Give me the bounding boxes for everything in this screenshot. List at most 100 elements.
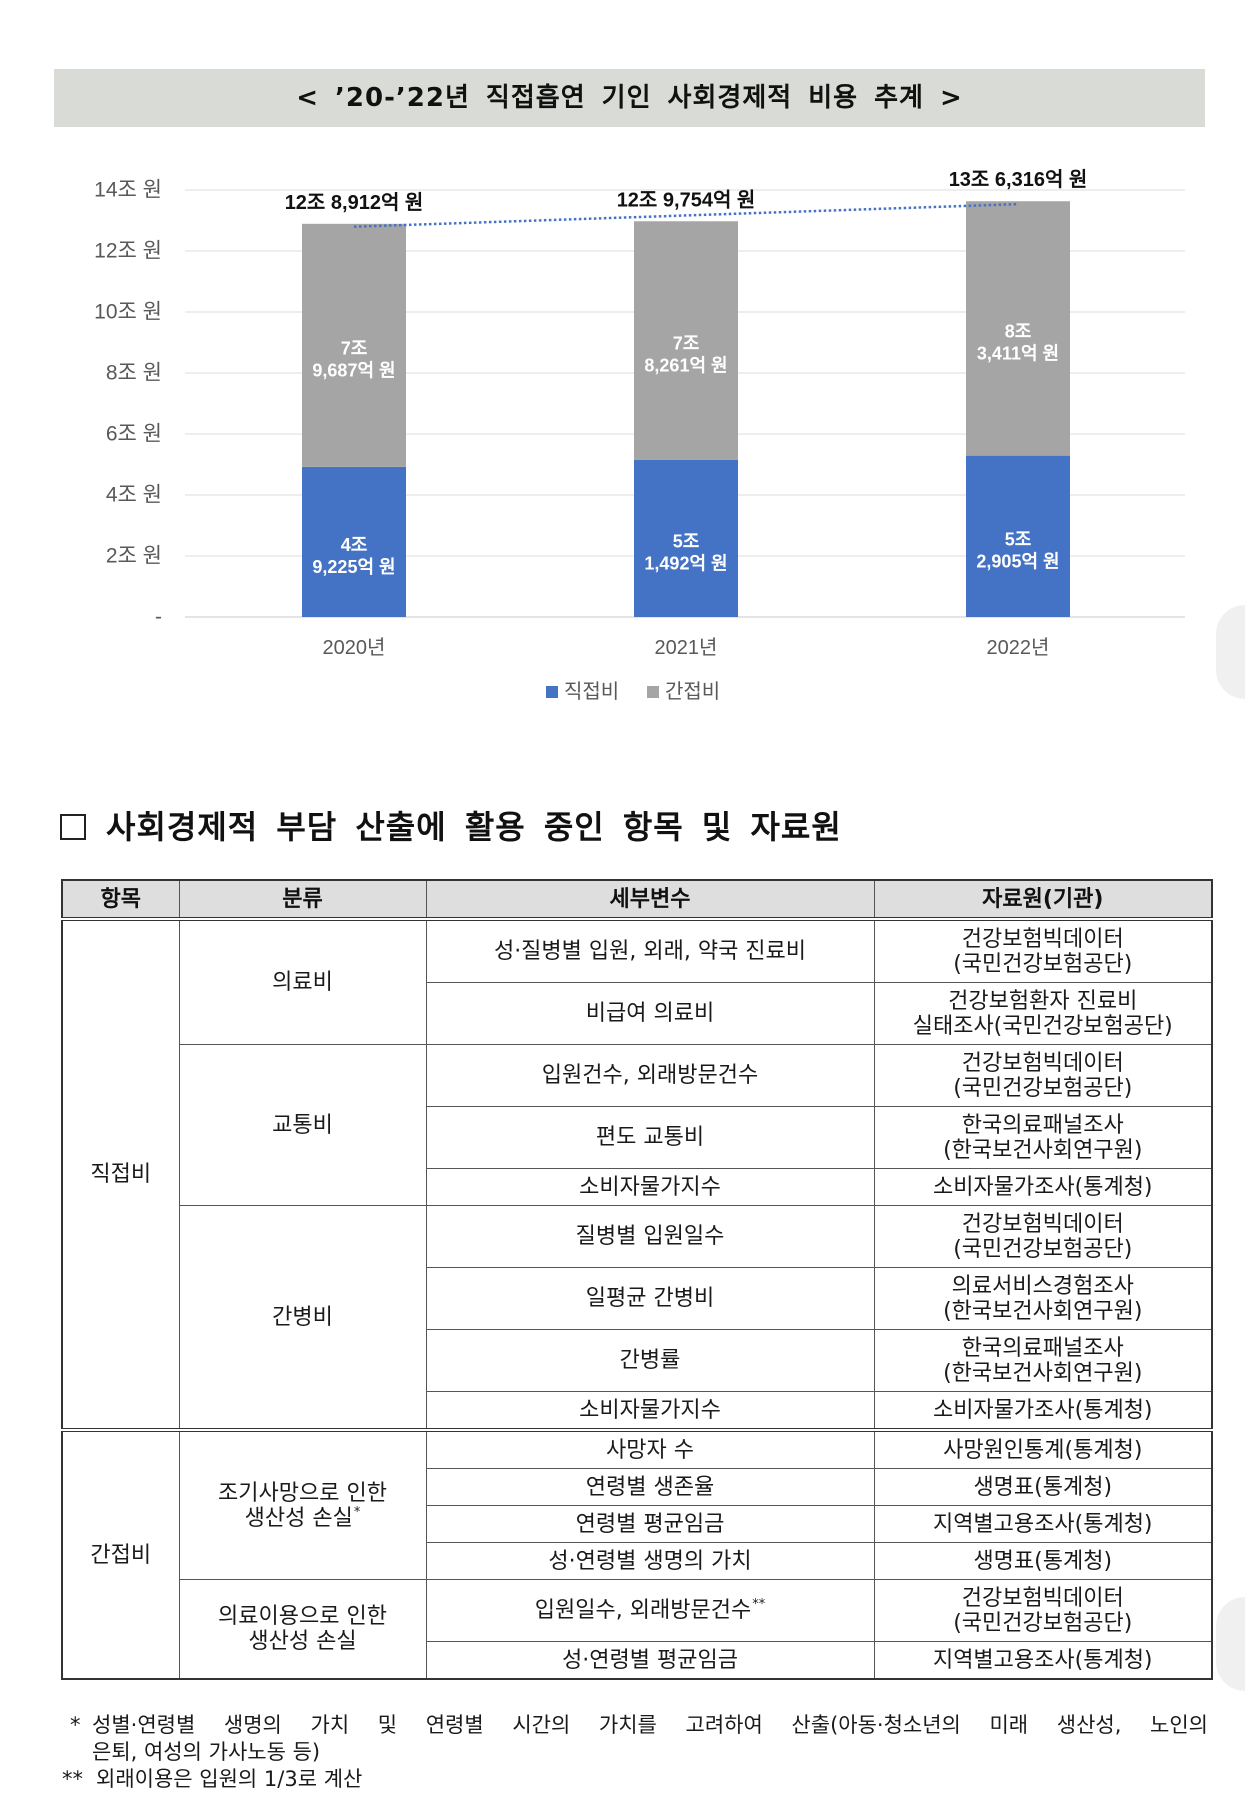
variable-cell: 질병별 입원일수 [425, 1205, 875, 1268]
source-line: 건강보험빅데이터 [961, 926, 1124, 952]
footnote-mark: ** [62, 1767, 83, 1791]
item-label: 간접비 [90, 1542, 152, 1568]
source-line: 지역별고용조사(통계청) [932, 1511, 1153, 1537]
bar-data-label: 5조 [673, 531, 700, 551]
x-axis-label: 2021년 [655, 636, 718, 659]
category-cell: 교통비 [178, 1044, 427, 1206]
source-cell: 건강보험빅데이터 (국민건강보험공단) [873, 1205, 1213, 1268]
category-label: 생산성 손실* [186, 1504, 420, 1531]
source-line: 한국의료패널조사 [961, 1335, 1124, 1361]
footnote-text: 성별·연령별 생명의 가치 및 연령별 시간의 가치를 고려하여 산출(아동·청… [92, 1713, 1208, 1737]
variable-cell: 소비자물가지수 [425, 1391, 875, 1431]
item-label: 직접비 [90, 1162, 152, 1187]
category-label: 조기사망으로 인한 [218, 1480, 387, 1506]
bar-data-label: 7조 [341, 338, 368, 358]
y-tick-label: - [155, 606, 162, 629]
y-tick-label: 10조 원 [94, 301, 162, 324]
bar-segment [634, 221, 738, 460]
header-source: 자료원(기관) [873, 879, 1213, 921]
category-label: 의료이용으로 인한 [218, 1604, 387, 1629]
source-line: (한국보건사회연구원) [943, 1137, 1143, 1163]
source-cell: 건강보험환자 진료비 실태조사(국민건강보험공단) [873, 982, 1213, 1045]
variable-cell: 사망자 수 [425, 1428, 875, 1469]
item-cell-indirect: 간접비 [61, 1428, 180, 1680]
x-axis-label: 2020년 [323, 636, 386, 659]
source-cell: 소비자물가조사(통계청) [873, 1391, 1213, 1431]
data-source-table: 항목 분류 세부변수 자료원(기관) 직접비 의료비 성·질병별 입원, 외래,… [61, 879, 1213, 1680]
source-line: (한국보건사회연구원) [943, 1360, 1143, 1386]
variable-cell: 편도 교통비 [425, 1106, 875, 1169]
bar-segment [302, 223, 406, 467]
variable-cell: 비급여 의료비 [425, 982, 875, 1045]
bar-segment [966, 201, 1070, 456]
source-line: 건강보험빅데이터 [961, 1211, 1124, 1237]
bar-data-label: 9,687억 원 [312, 360, 395, 380]
header-variable: 세부변수 [425, 879, 875, 921]
source-cell: 사망원인통계(통계청) [873, 1428, 1213, 1469]
source-cell: 소비자물가조사(통계청) [873, 1168, 1213, 1206]
table-row: 편도 교통비 한국의료패널조사 (한국보건사회연구원) [62, 1106, 1213, 1169]
source-line: 생명표(통계청) [973, 1548, 1113, 1574]
variable-cell: 소비자물가지수 [425, 1168, 875, 1206]
trend-line [353, 202, 1019, 228]
source-line: 사망원인통계(통계청) [943, 1437, 1143, 1463]
source-line: 지역별고용조사(통계청) [932, 1647, 1153, 1673]
section-title: 사회경제적 부담 산출에 활용 중인 항목 및 자료원 [106, 808, 842, 846]
edge-handle-shape [1216, 1597, 1245, 1691]
legend-label: 간접비 [665, 680, 720, 703]
table-row: 성·연령별 평균임금 지역별고용조사(통계청) [62, 1641, 1213, 1680]
footnote-mark: * [70, 1713, 81, 1737]
footnote-2: ** 외래이용은 입원의 1/3로 계산 [0, 1766, 1245, 1793]
y-tick-label: 8조 원 [106, 362, 162, 385]
source-cell: 지역별고용조사(통계청) [873, 1505, 1213, 1543]
legend-swatch [647, 686, 659, 698]
table-row: 의료이용으로 인한 생산성 손실 입원일수, 외래방문건수** 건강보험빅데이터(… [62, 1579, 1213, 1680]
source-line: 한국의료패널조사 [961, 1112, 1124, 1138]
bar-data-label: 4조 [341, 535, 368, 555]
source-line: 건강보험빅데이터 [961, 1585, 1124, 1611]
category-label: 간병비 [272, 1304, 333, 1330]
square-bullet-icon [60, 814, 86, 840]
source-line: 소비자물가조사(통계청) [932, 1397, 1153, 1423]
variable-cell: 입원건수, 외래방문건수 [425, 1044, 875, 1107]
source-line: (국민건강보험공단) [953, 951, 1133, 977]
header-item: 항목 [61, 879, 180, 921]
total-label: 12조 9,754억 원 [617, 188, 756, 211]
category-cell: 조기사망으로 인한 생산성 손실* [178, 1428, 427, 1580]
source-line: (국민건강보험공단) [953, 1610, 1133, 1636]
total-label: 13조 6,316억 원 [949, 168, 1088, 191]
source-cell: 지역별고용조사(통계청) [873, 1641, 1213, 1680]
bar-segment [966, 455, 1070, 617]
variable-cell: 일평균 간병비 [425, 1267, 875, 1330]
category-cell: 의료비 [178, 918, 427, 1045]
bar-data-label: 2,905억 원 [976, 551, 1059, 571]
source-cell: 생명표(통계청) [873, 1542, 1213, 1580]
source-line: (한국보건사회연구원) [943, 1298, 1143, 1324]
section-heading: 사회경제적 부담 산출에 활용 중인 항목 및 자료원 [60, 805, 1210, 849]
source-line: 소비자물가조사(통계청) [932, 1174, 1153, 1200]
total-label: 12조 8,912억 원 [285, 191, 424, 214]
table-row: 간병비 질병별 입원일수 건강보험빅데이터 (국민건강보험공단) [62, 1205, 1213, 1431]
edge-handle-shape [1216, 605, 1245, 699]
footnote-marker: * [353, 1504, 361, 1520]
bar-data-label: 8,261억 원 [644, 356, 727, 376]
source-cell: 한국의료패널조사 (한국보건사회연구원) [873, 1106, 1213, 1169]
bar-segment [634, 459, 738, 617]
source-line: 건강보험빅데이터 [961, 1050, 1124, 1076]
table-row: 일평균 간병비 의료서비스경험조사 (한국보건사회연구원) [62, 1267, 1213, 1330]
y-tick-label: 6조 원 [106, 423, 162, 446]
footnote-text: 외래이용은 입원의 1/3로 계산 [96, 1767, 363, 1791]
category-label: 의료비 [272, 970, 333, 995]
source-line: 건강보험환자 진료비 [948, 988, 1138, 1014]
source-cell: 건강보험빅데이터 (국민건강보험공단) [873, 1579, 1213, 1642]
variable-cell: 간병률 [425, 1329, 875, 1392]
source-line: 의료서비스경험조사 [951, 1273, 1134, 1299]
table-row: 간병률 한국의료패널조사 (한국보건사회연구원) [62, 1329, 1213, 1392]
category-cell: 의료이용으로 인한 생산성 손실 [178, 1579, 427, 1680]
footnote-marker: ** [752, 1597, 766, 1612]
footnote-text: 은퇴, 여성의 가사노동 등) [92, 1740, 321, 1764]
variable-cell: 연령별 평균임금 [425, 1505, 875, 1543]
variable-cell: 성·질병별 입원, 외래, 약국 진료비 [425, 918, 875, 983]
bar-data-label: 8조 [1005, 321, 1032, 341]
